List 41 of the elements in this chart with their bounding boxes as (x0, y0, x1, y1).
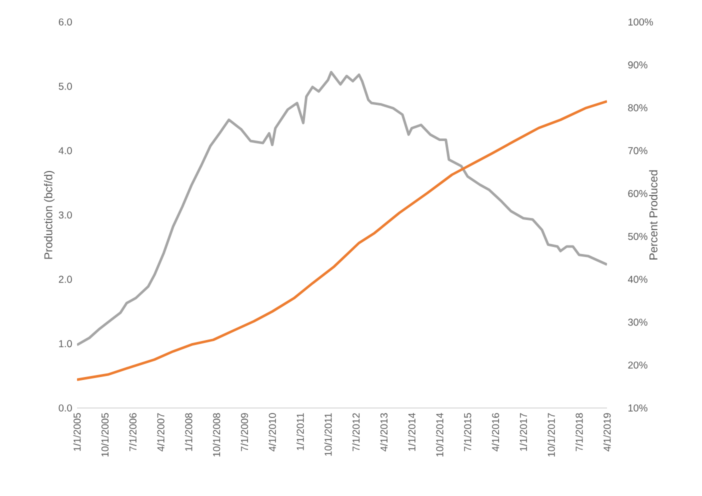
y-tick-label: 5.0 (58, 82, 72, 90)
y2-tick-label: 40% (628, 276, 648, 283)
y-axis-title: Production (bcf/d) (44, 170, 55, 259)
y2-axis-title: Percent Produced (649, 170, 658, 260)
x-tick-label: 10/1/2008 (212, 413, 220, 456)
x-tick-label: 7/1/2009 (240, 413, 248, 452)
x-tick-label: 10/1/2017 (548, 413, 555, 456)
x-tick-label: 1/1/2014 (408, 413, 416, 451)
y2-tick-label: 70% (628, 147, 648, 154)
x-tick-label: 4/1/2010 (268, 413, 276, 452)
x-tick-label: 7/1/2012 (352, 413, 360, 452)
y-tick-label: 3.0 (58, 211, 72, 219)
x-tick-label: 7/1/2018 (575, 413, 583, 452)
x-tick-label: 4/1/2007 (157, 413, 164, 452)
x-tick-label: 7/1/2006 (129, 413, 136, 452)
x-tick-label: 7/1/2015 (464, 413, 472, 452)
y-tick-label: 2.0 (58, 276, 72, 283)
x-tick-label: 1/1/2008 (184, 413, 192, 451)
line-series (77, 100, 608, 381)
y2-tick-label: 50% (628, 232, 648, 240)
x-tick-label: 10/1/2005 (101, 413, 109, 456)
y2-tick-label: 30% (628, 318, 648, 326)
y2-tick-label: 20% (628, 362, 648, 369)
y-tick-label: 0.0 (58, 404, 72, 412)
x-tick-label: 4/1/2013 (380, 413, 388, 452)
x-tick-label: 10/1/2014 (436, 413, 444, 456)
x-tick-label: 4/1/2016 (492, 413, 500, 452)
y2-tick-label: 60% (628, 190, 648, 198)
x-tick-label: 4/1/2019 (603, 413, 611, 452)
y-tick-label: 1.0 (59, 340, 72, 348)
y-tick-label: 6.0 (58, 18, 72, 26)
x-tick-label: 10/1/2011 (324, 413, 332, 456)
x-tick-label: 1/1/2017 (520, 413, 527, 451)
x-tick-label: 1/1/2005 (73, 413, 81, 451)
y2-tick-label: 10% (628, 404, 648, 412)
y2-tick-label: 90% (628, 61, 648, 68)
y-tick-label: 4.0 (58, 147, 72, 154)
x-tick-label: 1/1/2011 (296, 413, 304, 450)
y2-tick-label: 80% (628, 104, 648, 112)
y2-tick-label: 100% (628, 18, 653, 26)
line-series (77, 70, 608, 346)
